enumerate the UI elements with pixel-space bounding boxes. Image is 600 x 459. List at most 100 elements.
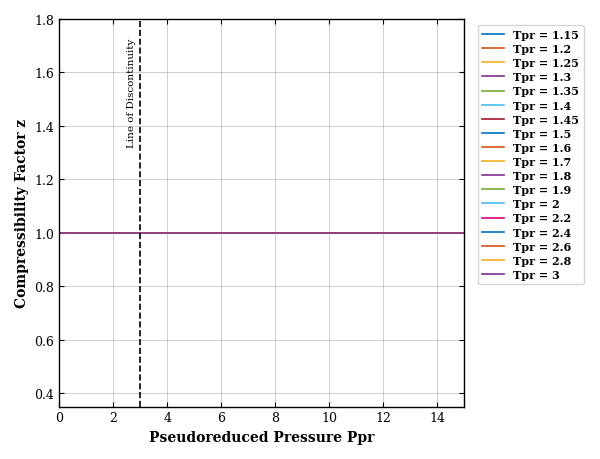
Tpr = 1.3 (251, 230, 258, 236)
Tpr = 1.6 (251, 230, 258, 236)
Tpr = 1.25 (275, 230, 282, 236)
Tpr = 3 (56, 230, 63, 236)
Tpr = 1.6 (461, 230, 468, 236)
Tpr = 1.15 (248, 230, 256, 236)
Tpr = 2.2 (275, 230, 282, 236)
Tpr = 1.9 (297, 230, 304, 236)
Tpr = 1.9 (56, 230, 63, 236)
Tpr = 1.2 (461, 230, 468, 236)
Tpr = 1.35 (388, 230, 395, 236)
Tpr = 1.45 (251, 230, 258, 236)
Tpr = 1.7 (275, 230, 282, 236)
Tpr = 1.25 (297, 230, 304, 236)
Tpr = 2.4 (251, 230, 258, 236)
X-axis label: Pseudoreduced Pressure Ppr: Pseudoreduced Pressure Ppr (149, 430, 374, 444)
Tpr = 1.35 (251, 230, 258, 236)
Tpr = 1.7 (248, 230, 256, 236)
Tpr = 1.45 (248, 230, 256, 236)
Tpr = 1.6 (297, 230, 304, 236)
Tpr = 1.7 (388, 230, 395, 236)
Tpr = 2 (297, 230, 304, 236)
Tpr = 1.15 (451, 230, 458, 236)
Tpr = 2.4 (461, 230, 468, 236)
Tpr = 2.6 (388, 230, 395, 236)
Tpr = 2.2 (297, 230, 304, 236)
Tpr = 2.8 (451, 230, 458, 236)
Tpr = 1.25 (461, 230, 468, 236)
Tpr = 1.15 (388, 230, 395, 236)
Tpr = 1.45 (461, 230, 468, 236)
Tpr = 2.4 (248, 230, 256, 236)
Tpr = 2.2 (248, 230, 256, 236)
Tpr = 1.5 (388, 230, 395, 236)
Tpr = 2 (248, 230, 256, 236)
Tpr = 2.4 (56, 230, 63, 236)
Tpr = 1.2 (297, 230, 304, 236)
Tpr = 2.8 (461, 230, 468, 236)
Tpr = 2.2 (251, 230, 258, 236)
Tpr = 1.45 (451, 230, 458, 236)
Tpr = 1.2 (451, 230, 458, 236)
Tpr = 1.35 (297, 230, 304, 236)
Tpr = 1.4 (297, 230, 304, 236)
Tpr = 1.15 (461, 230, 468, 236)
Tpr = 1.3 (388, 230, 395, 236)
Tpr = 1.2 (275, 230, 282, 236)
Tpr = 1.15 (56, 230, 63, 236)
Tpr = 2.6 (461, 230, 468, 236)
Tpr = 1.8 (297, 230, 304, 236)
Tpr = 2 (251, 230, 258, 236)
Legend: Tpr = 1.15, Tpr = 1.2, Tpr = 1.25, Tpr = 1.3, Tpr = 1.35, Tpr = 1.4, Tpr = 1.45,: Tpr = 1.15, Tpr = 1.2, Tpr = 1.25, Tpr =… (478, 26, 584, 285)
Tpr = 1.7 (461, 230, 468, 236)
Tpr = 1.5 (56, 230, 63, 236)
Tpr = 1.5 (275, 230, 282, 236)
Tpr = 1.8 (388, 230, 395, 236)
Tpr = 1.8 (248, 230, 256, 236)
Tpr = 1.15 (297, 230, 304, 236)
Tpr = 3 (251, 230, 258, 236)
Tpr = 1.9 (461, 230, 468, 236)
Tpr = 2.8 (248, 230, 256, 236)
Tpr = 1.3 (56, 230, 63, 236)
Tpr = 3 (451, 230, 458, 236)
Tpr = 1.45 (388, 230, 395, 236)
Tpr = 1.5 (297, 230, 304, 236)
Tpr = 2.4 (297, 230, 304, 236)
Tpr = 1.35 (461, 230, 468, 236)
Tpr = 1.15 (251, 230, 258, 236)
Tpr = 1.9 (275, 230, 282, 236)
Tpr = 2.6 (451, 230, 458, 236)
Tpr = 1.2 (56, 230, 63, 236)
Tpr = 2.2 (56, 230, 63, 236)
Tpr = 1.2 (388, 230, 395, 236)
Tpr = 1.35 (56, 230, 63, 236)
Tpr = 1.8 (451, 230, 458, 236)
Tpr = 1.3 (275, 230, 282, 236)
Tpr = 1.3 (297, 230, 304, 236)
Tpr = 1.4 (275, 230, 282, 236)
Tpr = 1.35 (275, 230, 282, 236)
Tpr = 1.8 (275, 230, 282, 236)
Tpr = 1.4 (248, 230, 256, 236)
Tpr = 1.3 (451, 230, 458, 236)
Tpr = 1.6 (56, 230, 63, 236)
Tpr = 2.6 (251, 230, 258, 236)
Tpr = 1.7 (56, 230, 63, 236)
Tpr = 1.25 (248, 230, 256, 236)
Tpr = 2 (461, 230, 468, 236)
Tpr = 1.25 (388, 230, 395, 236)
Tpr = 1.6 (451, 230, 458, 236)
Tpr = 1.6 (275, 230, 282, 236)
Tpr = 2.6 (248, 230, 256, 236)
Tpr = 2 (388, 230, 395, 236)
Tpr = 1.3 (461, 230, 468, 236)
Tpr = 1.7 (297, 230, 304, 236)
Tpr = 2.8 (56, 230, 63, 236)
Tpr = 1.7 (251, 230, 258, 236)
Tpr = 2.4 (451, 230, 458, 236)
Tpr = 1.9 (451, 230, 458, 236)
Tpr = 1.25 (451, 230, 458, 236)
Text: Line of Discontinuity: Line of Discontinuity (127, 39, 136, 148)
Tpr = 1.4 (451, 230, 458, 236)
Tpr = 1.5 (461, 230, 468, 236)
